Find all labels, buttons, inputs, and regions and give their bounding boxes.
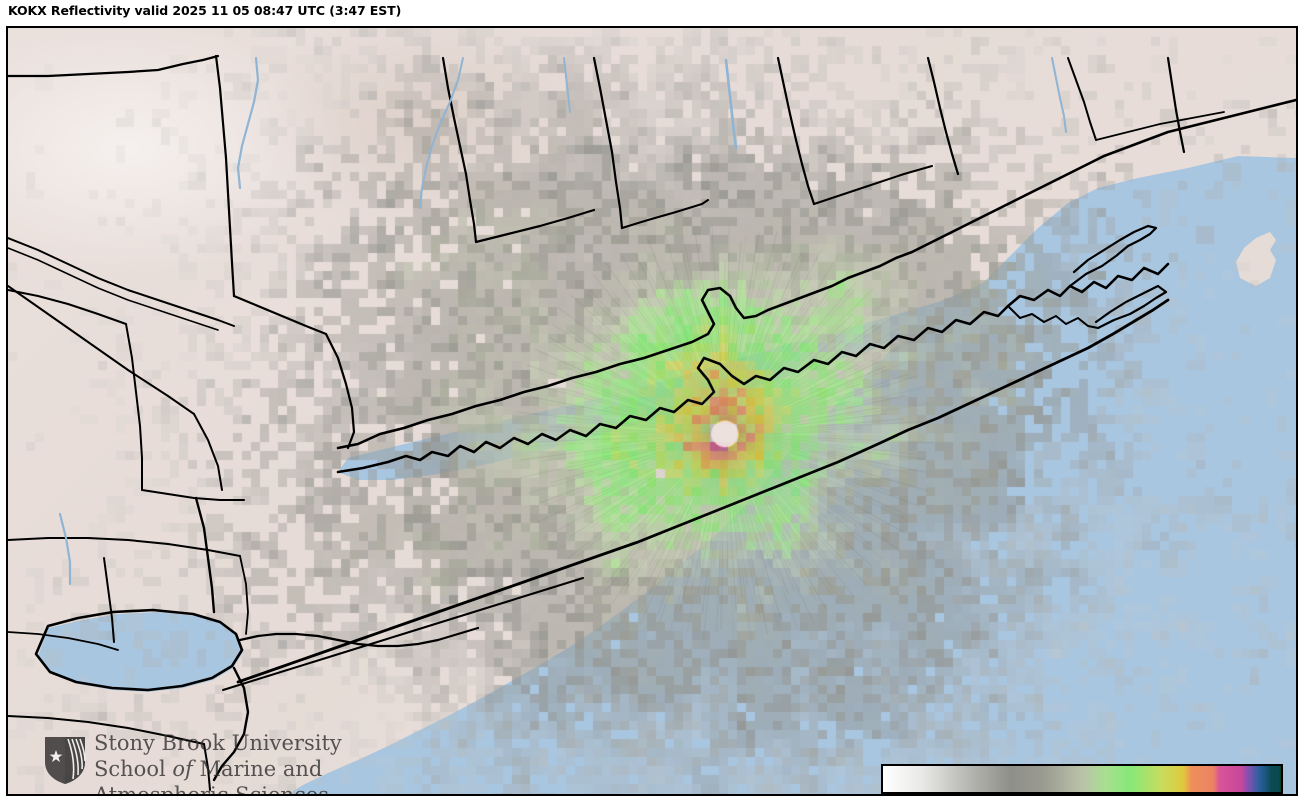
colorbar: 0204050607080	[881, 764, 1283, 794]
shield-star-icon	[45, 737, 86, 784]
logo-line-2: School of Marine and	[94, 756, 344, 782]
map-canvas[interactable]: 0204050607080 Stony Brook Universi	[8, 28, 1296, 794]
page-title: KOKX Reflectivity valid 2025 11 05 08:47…	[8, 3, 402, 18]
map-frame[interactable]: 0204050607080 Stony Brook Universi	[6, 26, 1298, 796]
logo-text: Stony Brook University School of Marine …	[94, 730, 344, 794]
radar-spokes-layer	[8, 28, 1296, 794]
logo-line-2b: Marine and	[192, 757, 323, 781]
colorbar-gradient	[881, 764, 1283, 794]
stony-brook-logo: Stony Brook University School of Marine …	[42, 730, 342, 794]
logo-line-1: Stony Brook University	[94, 731, 342, 755]
logo-line-2a: School	[94, 757, 173, 781]
logo-line-3: Atmospheric Sciences	[94, 782, 344, 794]
logo-line-2-italic: of	[172, 757, 193, 781]
